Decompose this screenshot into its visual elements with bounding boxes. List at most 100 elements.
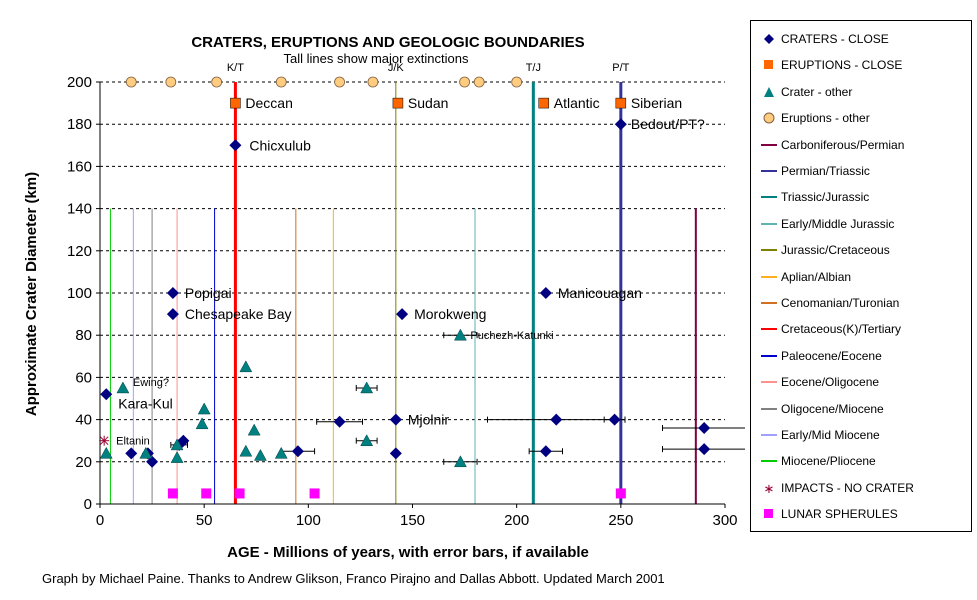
point-label: Kara-Kul bbox=[118, 395, 172, 411]
crater-other-point bbox=[360, 434, 374, 446]
x-tick-label: 50 bbox=[196, 512, 213, 529]
eruptions-close-point bbox=[392, 97, 404, 109]
plot-area: P/T T/J J/K K/T 0 20 40 60 80 100 120 140 160 180 200 0… bbox=[67, 62, 745, 529]
legend-symbol-line bbox=[761, 302, 777, 304]
craters-close-point bbox=[389, 413, 402, 426]
legend-label: Miocene/Pliocene bbox=[781, 454, 876, 469]
legend-item: Triassic/Jurassic bbox=[751, 187, 971, 207]
crater-other-point bbox=[453, 328, 467, 341]
point-label: Sudan bbox=[408, 95, 448, 111]
legend-item: Carboniferous/Permian bbox=[751, 135, 971, 155]
x-axis-label: AGE - Millions of years, with error bars… bbox=[227, 544, 589, 561]
chart-title: CRATERS, ERUPTIONS AND GEOLOGIC BOUNDARI… bbox=[191, 34, 584, 51]
craters-close-point bbox=[229, 139, 242, 152]
legend-item: Paleocene/Eocene bbox=[751, 346, 971, 366]
legend-symbol-triangle bbox=[764, 86, 774, 97]
y-tick-label: 0 bbox=[84, 496, 92, 513]
boundary-tag: T/J bbox=[526, 62, 541, 74]
craters-close-point bbox=[396, 308, 409, 321]
legend-label: Triassic/Jurassic bbox=[781, 190, 870, 205]
legend-label: Eocene/Oligocene bbox=[781, 375, 880, 390]
eruptions-other-point bbox=[459, 76, 470, 88]
lunar-spherules-point bbox=[615, 488, 626, 499]
eruptions-other-point bbox=[334, 76, 345, 88]
boundary-tag: K/T bbox=[227, 62, 244, 74]
crater-other-point bbox=[170, 438, 184, 451]
crater-other-point bbox=[239, 360, 253, 373]
legend-label: Paleocene/Eocene bbox=[781, 348, 882, 363]
craters-close-point bbox=[539, 287, 552, 299]
point-label: Ewing? bbox=[133, 377, 169, 389]
legend-item: Aplian/Albian bbox=[751, 267, 971, 287]
y-tick-label: 140 bbox=[67, 201, 92, 218]
y-tick-label: 120 bbox=[67, 243, 92, 260]
craters-close-point bbox=[166, 308, 179, 321]
point-label: Siberian bbox=[631, 95, 682, 111]
impacts-no-crater-point bbox=[99, 435, 110, 446]
legend-symbol-line bbox=[761, 407, 777, 410]
eruptions-other-point bbox=[473, 76, 485, 88]
point-label: Manicouagan bbox=[558, 285, 642, 301]
crater-other-point bbox=[253, 448, 267, 461]
eruptions-close-point bbox=[615, 97, 627, 109]
craters-close-point bbox=[333, 415, 346, 428]
legend-item: Early/Middle Jurassic bbox=[751, 214, 971, 234]
legend-label: Eruptions - other bbox=[781, 111, 870, 126]
legend-symbol-line bbox=[761, 434, 777, 436]
boundary-tag: J/K bbox=[388, 62, 405, 74]
lunar-spherules-point bbox=[201, 488, 212, 499]
point-label: Puchezh-Katunki bbox=[470, 330, 553, 342]
crater-other-point bbox=[99, 446, 113, 459]
legend-symbol-circle bbox=[763, 112, 775, 124]
legend-item: Cretaceous(K)/Tertiary bbox=[751, 319, 971, 339]
x-tick-label: 150 bbox=[400, 512, 425, 529]
legend-item: Early/Mid Miocene bbox=[751, 425, 971, 445]
legend-item: ∗ IMPACTS - NO CRATER bbox=[751, 478, 971, 498]
eruptions-other-point bbox=[211, 76, 223, 88]
legend-symbol-diamond bbox=[764, 34, 774, 44]
y-tick-label: 160 bbox=[67, 158, 92, 175]
legend-item: ERUPTIONS - CLOSE bbox=[751, 55, 971, 75]
point-label: Morokweng bbox=[414, 306, 486, 322]
legend-item: Permian/Triassic bbox=[751, 161, 971, 181]
eruptions-other-point bbox=[165, 76, 177, 88]
legend-symbol-line bbox=[761, 354, 777, 357]
lunar-spherules-point bbox=[309, 488, 320, 499]
y-tick-label: 180 bbox=[67, 116, 92, 133]
eruptions-other-point bbox=[125, 76, 137, 88]
crater-other-point bbox=[139, 446, 153, 459]
boundary-tag: P/T bbox=[612, 62, 629, 74]
craters-close-point bbox=[608, 413, 621, 426]
x-tick-label: 200 bbox=[504, 512, 529, 529]
legend: CRATERS - CLOSE ERUPTIONS - CLOSE Crater -… bbox=[750, 20, 972, 532]
legend-symbol-line bbox=[761, 143, 777, 146]
craters-close-point bbox=[100, 388, 113, 401]
y-tick-label: 20 bbox=[75, 454, 92, 471]
eruptions-other-point bbox=[275, 76, 287, 88]
crater-other-point bbox=[453, 455, 467, 468]
footer-credit: Graph by Michael Paine. Thanks to Andrew… bbox=[42, 571, 665, 586]
chart-subtitle: Tall lines show major extinctions bbox=[284, 51, 469, 66]
crater-other-point bbox=[247, 423, 261, 436]
point-label: Mjolnir bbox=[408, 412, 450, 428]
y-tick-label: 80 bbox=[75, 327, 92, 344]
legend-label: Aplian/Albian bbox=[781, 269, 852, 284]
legend-label: Oligocene/Miocene bbox=[781, 401, 884, 416]
craters-close-point bbox=[166, 287, 179, 299]
legend-symbol-line bbox=[761, 222, 777, 225]
legend-item: Cenomanian/Turonian bbox=[751, 293, 971, 313]
y-tick-label: 200 bbox=[67, 74, 92, 91]
point-label: Popigai bbox=[185, 285, 232, 301]
eruptions-close-point bbox=[538, 97, 549, 109]
craters-close-point bbox=[146, 455, 159, 468]
eruptions-close-point bbox=[230, 97, 241, 109]
legend-label: Early/Middle Jurassic bbox=[781, 216, 895, 231]
legend-symbol-line bbox=[761, 381, 777, 384]
craters-close-point bbox=[539, 445, 552, 458]
legend-item: LUNAR SPHERULES bbox=[751, 504, 971, 524]
legend-symbol-square bbox=[764, 509, 773, 519]
eruptions-other-point bbox=[511, 76, 523, 88]
craters-close-point bbox=[125, 447, 138, 460]
lunar-spherules-point bbox=[234, 488, 245, 499]
legend-symbol-line bbox=[761, 170, 777, 172]
